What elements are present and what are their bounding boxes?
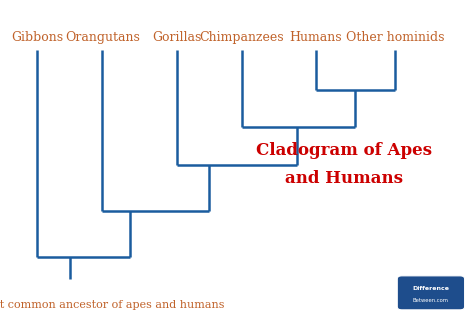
Text: Between.com: Between.com <box>413 298 449 303</box>
Text: Other hominids: Other hominids <box>346 31 444 44</box>
Text: Gorillas: Gorillas <box>152 31 201 44</box>
Text: Chimpanzees: Chimpanzees <box>200 31 284 44</box>
Text: Last common ancestor of apes and humans: Last common ancestor of apes and humans <box>0 300 225 310</box>
Text: Humans: Humans <box>290 31 342 44</box>
Text: Cladogram of Apes
and Humans: Cladogram of Apes and Humans <box>256 142 432 187</box>
Text: Difference: Difference <box>412 286 449 291</box>
FancyBboxPatch shape <box>397 276 465 310</box>
Text: Gibbons: Gibbons <box>11 31 64 44</box>
Text: Orangutans: Orangutans <box>65 31 140 44</box>
